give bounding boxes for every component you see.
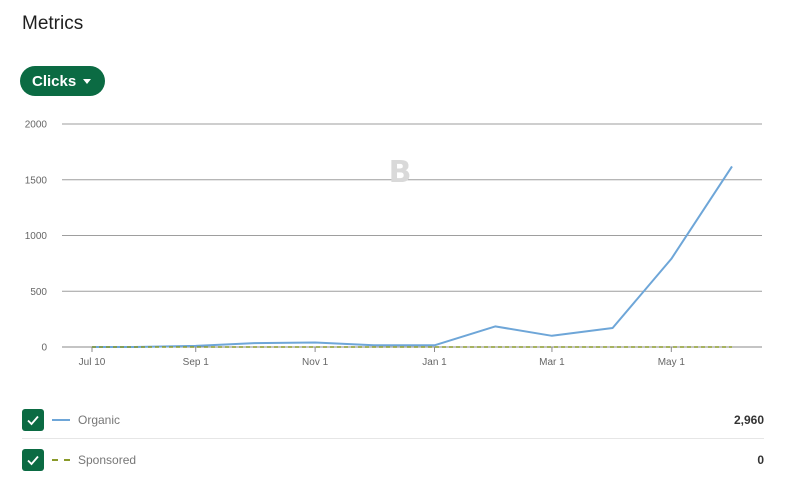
metric-dropdown-label: Clicks (32, 72, 77, 90)
watermark-logo: B (389, 155, 412, 190)
series-line-organic (92, 165, 733, 348)
y-tick-label: 0 (41, 343, 47, 354)
x-tick-label: Sep 1 (183, 357, 210, 368)
caret-down-icon (83, 78, 92, 84)
metric-dropdown-button[interactable]: Clicks (20, 66, 106, 96)
x-tick-label: May 1 (658, 357, 686, 368)
legend-total-organic: 2,960 (733, 413, 764, 427)
legend-row-sponsored: Sponsored 0 (22, 442, 764, 478)
legend-total-sponsored: 0 (757, 453, 764, 467)
legend-label-sponsored: Sponsored (78, 453, 137, 467)
y-tick-label: 500 (30, 287, 47, 298)
legend-label-organic: Organic (78, 413, 121, 427)
organic-line-swatch (52, 419, 70, 421)
page-title: Metrics (22, 13, 84, 34)
line-chart: 0 500 1000 1500 2000 Jul 10 Sep 1 Nov 1 Jan 1 Ma… (25, 120, 762, 368)
sponsored-line-swatch (52, 459, 70, 461)
y-tick-label: 1500 (25, 175, 48, 186)
check-icon (27, 455, 39, 466)
y-tick-label: 1000 (25, 231, 48, 242)
check-icon (27, 415, 39, 426)
x-tick-label: Jan 1 (422, 357, 447, 368)
x-tick-label: Jul 10 (79, 357, 106, 368)
x-tick-label: Mar 1 (539, 357, 565, 368)
x-tick-label: Nov 1 (302, 357, 329, 368)
y-tick-label: 2000 (25, 120, 48, 131)
organic-checkbox[interactable] (22, 409, 44, 431)
sponsored-checkbox[interactable] (22, 449, 44, 471)
legend-row-organic: Organic 2,960 (22, 402, 764, 439)
